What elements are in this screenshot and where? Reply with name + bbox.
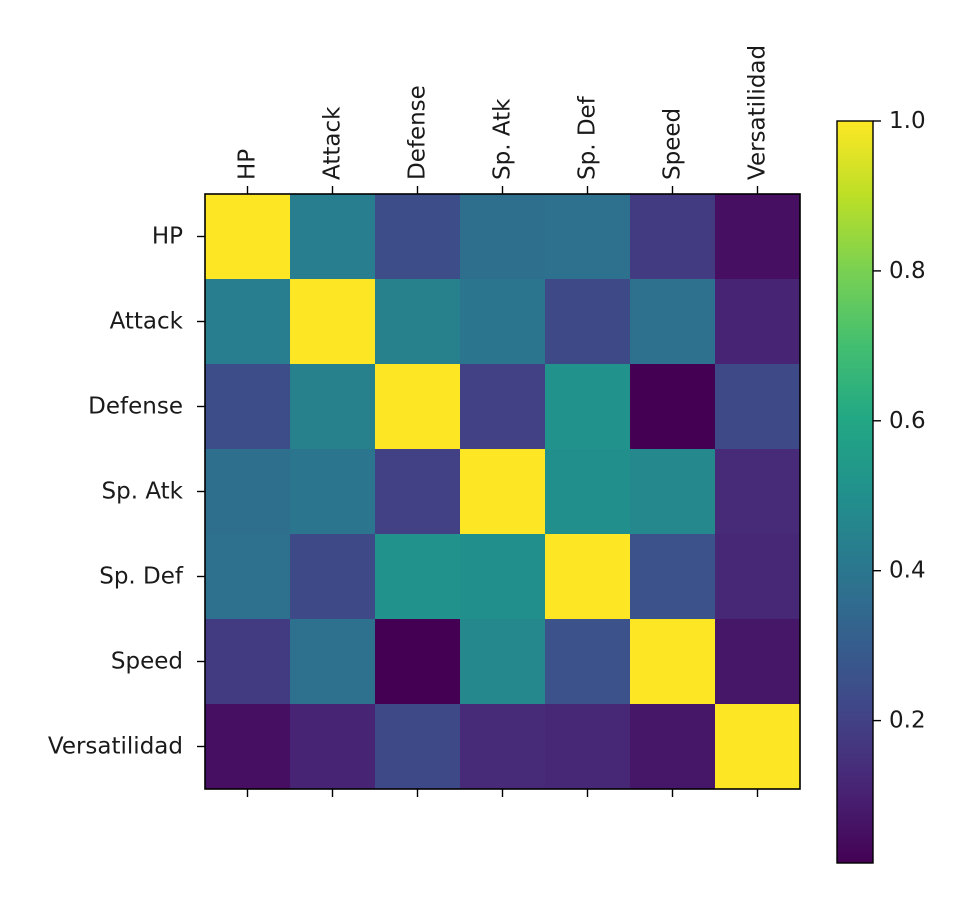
heatmap-cell-sp-def-hp (205, 534, 291, 620)
heatmap-cell-speed-versatilidad (715, 619, 801, 705)
x-tick-label-speed: Speed (660, 108, 686, 180)
heatmap-cell-sp-atk-hp (205, 449, 291, 535)
colorbar-tick-label: 0.8 (889, 258, 926, 284)
heatmap-cell-versatilidad-sp-def (545, 704, 631, 790)
heatmap-cell-attack-defense (375, 279, 461, 365)
heatmap-cell-speed-hp (205, 619, 291, 705)
heatmap-cell-attack-attack (290, 279, 376, 365)
heatmap-cell-defense-attack (290, 364, 376, 450)
heatmap-cell-sp-def-speed (630, 534, 716, 620)
x-tick-label-hp: HP (235, 149, 261, 180)
heatmap-cell-hp-hp (205, 194, 291, 280)
heatmap-cell-attack-sp-atk (460, 279, 546, 365)
colorbar: 0.2 0.4 0.6 0.8 1.0 (836, 108, 926, 864)
heatmap-cell-speed-attack (290, 619, 376, 705)
colorbar-tick-label: 0.6 (889, 408, 926, 434)
y-tick-label-speed: Speed (111, 649, 183, 675)
heatmap-cell-speed-speed (630, 619, 716, 705)
colorbar-tick-label: 0.2 (889, 708, 926, 734)
heatmap-cell-versatilidad-sp-atk (460, 704, 546, 790)
heatmap-cell-speed-sp-atk (460, 619, 546, 705)
heatmap-cell-defense-speed (630, 364, 716, 450)
colorbar-tick-label: 1.0 (889, 108, 926, 134)
heatmap-cell-sp-atk-sp-def (545, 449, 631, 535)
heatmap-cell-sp-def-versatilidad (715, 534, 801, 620)
colorbar-tick-label: 0.4 (889, 558, 926, 584)
x-tick-label-defense: Defense (405, 85, 431, 180)
heatmap-cell-defense-sp-atk (460, 364, 546, 450)
heatmap-cell-hp-speed (630, 194, 716, 280)
heatmap-cell-sp-atk-attack (290, 449, 376, 535)
colorbar-gradient (837, 121, 873, 863)
heatmap-cell-hp-sp-atk (460, 194, 546, 280)
heatmap-cell-versatilidad-versatilidad (715, 704, 801, 790)
x-tick-label-sp-def: Sp. Def (575, 95, 601, 180)
colorbar-frame (836, 120, 874, 864)
heatmap-cell-hp-defense (375, 194, 461, 280)
heatmap-cell-speed-sp-def (545, 619, 631, 705)
heatmap-cell-attack-sp-def (545, 279, 631, 365)
heatmap-cell-defense-sp-def (545, 364, 631, 450)
heatmap-cell-sp-def-sp-def (545, 534, 631, 620)
heatmap-cell-sp-atk-sp-atk (460, 449, 546, 535)
y-tick-label-defense: Defense (88, 394, 183, 420)
heatmap-cell-defense-hp (205, 364, 291, 450)
heatmap-cell-defense-versatilidad (715, 364, 801, 450)
heatmap-cell-sp-atk-defense (375, 449, 461, 535)
heatmap-cell-versatilidad-hp (205, 704, 291, 790)
heatmap-cell-hp-versatilidad (715, 194, 801, 280)
x-tick-label-sp-atk: Sp. Atk (490, 98, 516, 180)
heatmap-cell-sp-def-sp-atk (460, 534, 546, 620)
y-tick-label-hp: HP (152, 224, 183, 250)
heatmap-cell-attack-speed (630, 279, 716, 365)
x-axis-ticks: HP Attack Defense Sp. Atk Sp. Def Speed Versat… (235, 45, 771, 797)
y-tick-label-sp-atk: Sp. Atk (102, 479, 184, 505)
heatmap-cell-versatilidad-speed (630, 704, 716, 790)
heatmap-cell-hp-sp-def (545, 194, 631, 280)
y-axis-ticks: HP Attack Defense Sp. Atk Sp. Def Speed Versat… (48, 224, 205, 760)
heatmap-cell-attack-hp (205, 279, 291, 365)
heatmap-cell-sp-atk-speed (630, 449, 716, 535)
heatmap-cell-attack-versatilidad (715, 279, 801, 365)
heatmap-cell-versatilidad-defense (375, 704, 461, 790)
heatmap-cell-defense-defense (375, 364, 461, 450)
y-tick-label-attack: Attack (110, 309, 184, 335)
x-tick-label-attack: Attack (320, 106, 346, 180)
heatmap-cell-sp-atk-versatilidad (715, 449, 801, 535)
heatmap-cell-versatilidad-attack (290, 704, 376, 790)
heatmap-cell-sp-def-attack (290, 534, 376, 620)
heatmap-cell-speed-defense (375, 619, 461, 705)
heatmap-cell-sp-def-defense (375, 534, 461, 620)
y-tick-label-sp-def: Sp. Def (99, 564, 184, 590)
heatmap-cell-hp-attack (290, 194, 376, 280)
y-tick-label-versatilidad: Versatilidad (48, 734, 183, 760)
x-tick-label-versatilidad: Versatilidad (745, 45, 771, 180)
heatmap-cells (205, 194, 801, 790)
